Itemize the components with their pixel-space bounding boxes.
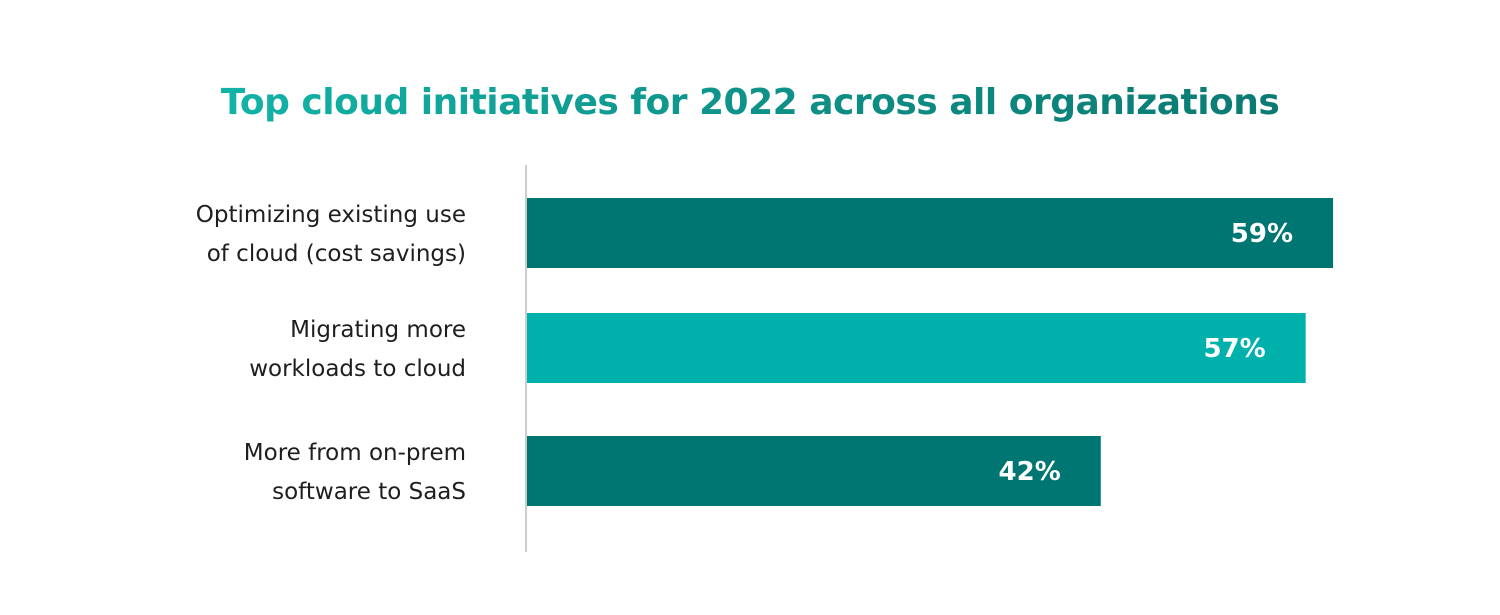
category-label-line: workloads to cloud	[249, 356, 466, 382]
category-label-line: Optimizing existing use	[196, 202, 466, 228]
category-label: More from on-prem software to SaaS	[244, 440, 466, 505]
bar-value-label: 57%	[1203, 334, 1265, 364]
bar-2	[527, 313, 1306, 383]
category-label: Optimizing existing use of cloud (cost sa…	[196, 202, 466, 267]
category-label-line: Migrating more	[290, 317, 466, 343]
category-label: Migrating more workloads to cloud	[249, 317, 466, 382]
bar-3	[527, 436, 1101, 506]
category-label-line: software to SaaS	[272, 479, 466, 505]
chart-title: Top cloud initiatives for 2022 across al…	[220, 82, 1280, 123]
category-label-line: of cloud (cost savings)	[207, 241, 466, 267]
bar-value-label: 42%	[999, 457, 1061, 487]
category-label-line: More from on-prem	[244, 440, 466, 466]
bar-1	[527, 198, 1333, 268]
bar-value-label: 59%	[1231, 219, 1293, 249]
